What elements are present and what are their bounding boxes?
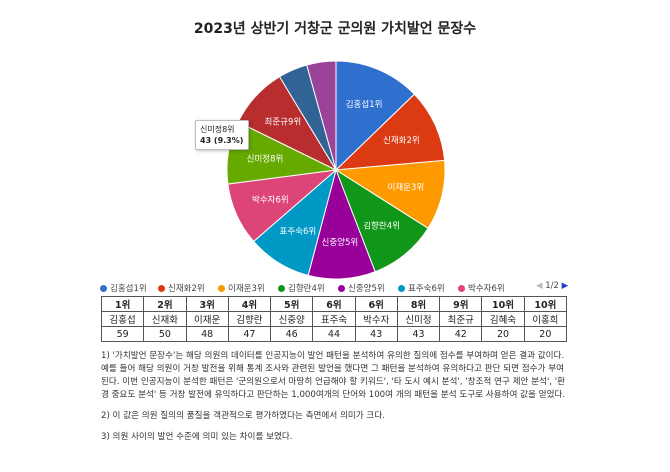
legend-swatch: [100, 285, 107, 292]
note-paragraph: 2) 이 값은 의원 질의의 품질을 객관적으로 평가하였다는 측면에서 의미가…: [101, 411, 385, 421]
table-cell: 김향란: [227, 311, 272, 327]
slice-label: 신재화2위: [383, 136, 420, 146]
table-row-names: 김홍섭 신재화 이재운 김향란 신중양 표주숙 박수자 신미정 최준규 김혜숙 이홍희: [100, 311, 568, 327]
slice-label: 최준규9위: [265, 116, 302, 127]
table-cell: 신중양: [270, 311, 314, 327]
table-cell: 6위: [354, 296, 398, 312]
table-cell: 43: [354, 326, 398, 342]
legend-label: 이재운3위: [228, 284, 265, 294]
table-cell: 신미정: [396, 311, 441, 327]
table-cell: 3위: [185, 296, 229, 312]
legend-label: 신중양5위: [348, 284, 385, 294]
table-cell: 9위: [439, 296, 483, 312]
note-paragraph: 3) 의원 사이의 발언 수준에 의미 있는 차이를 보였다.: [101, 432, 293, 442]
table-cell: 최준규: [439, 311, 483, 327]
legend-item[interactable]: 김홍섭1위: [100, 282, 147, 294]
pie-slice[interactable]: [334, 93, 446, 171]
table-row-ranks: 1위 2위 3위 4위 5위 6위 6위 8위 9위 10위 10위: [100, 296, 568, 312]
legend-item[interactable]: 이재운3위: [218, 282, 265, 294]
table-cell: 10위: [481, 296, 525, 312]
table-cell: 44: [312, 326, 356, 342]
chart-title: 2023년 상반기 거창군 군의원 가치발언 문장수: [193, 21, 477, 37]
legend-label: 신재화2위: [168, 284, 205, 294]
note-paragraph: 1) '가치발언 문장수'는 해당 의원의 데이터를 인공지능이 발언 패턴을 …: [101, 351, 566, 400]
slice-label: 표주숙6위: [280, 227, 317, 237]
legend-swatch: [158, 285, 165, 292]
legend-pager: ◀ 1/2 ▶: [536, 281, 568, 291]
legend-item[interactable]: 박수자6위: [458, 282, 505, 294]
table-cell: 10위: [523, 296, 568, 312]
table-cell: 43: [396, 326, 441, 342]
table-cell: 50: [143, 326, 187, 342]
table-cell: 4위: [227, 296, 272, 312]
slice-label: 박수자6위: [252, 194, 289, 205]
pie-slice[interactable]: [335, 60, 416, 172]
legend-swatch: [338, 285, 345, 292]
table-cell: 5위: [270, 296, 314, 312]
slice-label: 이재운3위: [388, 182, 425, 193]
legend-next-button[interactable]: ▶: [561, 281, 569, 291]
legend-label: 표주숙6위: [408, 284, 445, 294]
table-cell: 표주숙: [312, 311, 356, 327]
table-cell: 김혜숙: [481, 311, 525, 327]
ranking-table: 1위 2위 3위 4위 5위 6위 6위 8위 9위 10위 10위 김홍섭 신재화 이재운 김향란 신중양…: [100, 296, 568, 342]
table-cell: 8위: [396, 296, 441, 312]
pie-slice[interactable]: [334, 168, 429, 273]
legend-label: 박수자6위: [468, 284, 505, 294]
table-cell: 이홍희: [523, 311, 568, 327]
notes-section: 1) '가치발언 문장수'는 해당 의원의 데이터를 인공지능이 발언 패턴을 …: [101, 350, 567, 452]
pie-slice[interactable]: [306, 60, 337, 171]
slice-label: 김향란4위: [363, 221, 400, 232]
legend-label: 김향란4위: [288, 284, 325, 294]
table-row-values: 59 50 48 47 46 44 43 43 42 20 20: [100, 326, 568, 342]
legend-swatch: [218, 285, 225, 292]
table-cell: 47: [227, 326, 272, 342]
legend-item[interactable]: 표주숙6위: [398, 282, 445, 294]
table-cell: 박수자: [354, 311, 398, 327]
table-cell: 48: [185, 326, 229, 342]
legend-page-indicator: 1/2: [545, 281, 559, 291]
legend-swatch: [278, 285, 285, 292]
table-cell: 42: [439, 326, 483, 342]
legend-swatch: [458, 285, 465, 292]
table-cell: 20: [481, 326, 525, 342]
table-cell: 20: [523, 326, 568, 342]
slice-tooltip: 신미정8위 43 (9.3%): [195, 120, 249, 150]
legend-item[interactable]: 신중양5위: [338, 282, 385, 294]
table-cell: 이재운: [185, 311, 229, 327]
slice-label: 김홍섭1위: [346, 99, 383, 110]
table-cell: 신재화: [143, 311, 187, 327]
legend-swatch: [398, 285, 405, 292]
chart-legend: 김홍섭1위 신재화2위 이재운3위 김향란4위 신중양5위 표주숙6위 박수자6…: [100, 282, 570, 296]
legend-item[interactable]: 김향란4위: [278, 282, 325, 294]
table-cell: 59: [100, 326, 145, 342]
table-cell: 김홍섭: [100, 311, 145, 327]
slice-label: 신미정8위: [247, 153, 284, 164]
slice-label: 신중양5위: [322, 237, 359, 248]
tooltip-value: 43 (9.3%): [200, 136, 244, 145]
table-cell: 46: [270, 326, 314, 342]
legend-item[interactable]: 신재화2위: [158, 282, 205, 294]
tooltip-label: 신미정8위: [200, 125, 235, 134]
legend-prev-button[interactable]: ◀: [536, 281, 543, 291]
pie-slice[interactable]: [334, 159, 446, 229]
legend-label: 김홍섭1위: [110, 284, 147, 294]
table-cell: 6위: [312, 296, 356, 312]
table-cell: 2위: [143, 296, 187, 312]
table-cell: 1위: [100, 296, 145, 312]
